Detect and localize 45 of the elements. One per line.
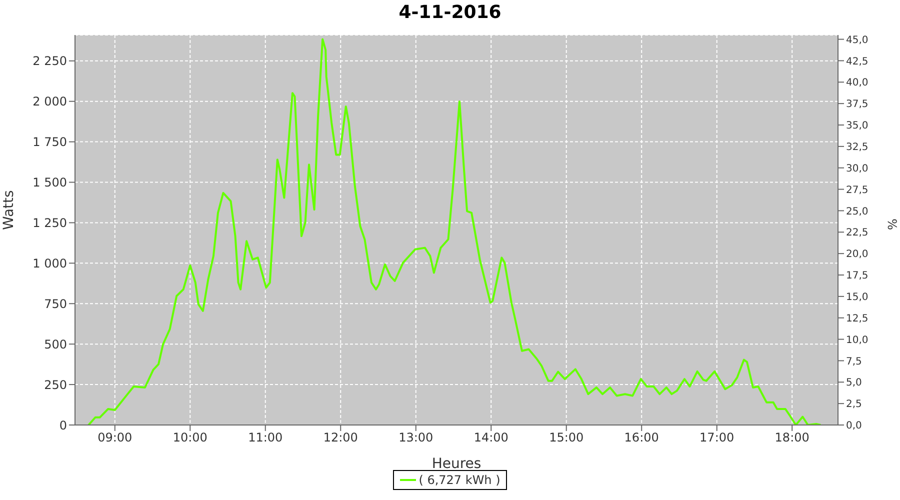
x-tick-label: 09:00 <box>98 430 132 445</box>
y-tick-label: 1 750 <box>32 135 67 150</box>
y2-tick-label: 25,0 <box>846 206 868 218</box>
line-series <box>88 38 822 425</box>
y-axis-title: Watts <box>0 190 17 230</box>
chart-title: 4-11-2016 <box>398 2 502 23</box>
y-tick-label: 1 250 <box>32 216 67 230</box>
y2-tick-label: 37,5 <box>846 99 868 110</box>
y2-tick-label: 10,0 <box>846 334 868 346</box>
y2-tick-label: 40,0 <box>846 78 868 89</box>
y2-tick-label: 12,5 <box>846 313 868 324</box>
y-tick-label: 1 500 <box>32 176 67 190</box>
y2-tick-label: 0,0 <box>846 420 862 432</box>
y2-tick-label: 35,0 <box>846 120 868 132</box>
y-tick-label: 2 000 <box>32 94 67 109</box>
y-tick-label: 0 <box>59 418 67 432</box>
y2-tick-label: 2,5 <box>846 399 862 410</box>
y2-tick-label: 32,5 <box>846 142 868 153</box>
x-tick-label: 13:00 <box>398 430 434 445</box>
x-tick-label: 18:00 <box>774 430 810 445</box>
y2-axis-title: % <box>884 218 899 230</box>
y2-tick-label: 20,0 <box>846 249 868 260</box>
x-tick-label: 15:00 <box>549 430 584 445</box>
legend-label: ( 6,727 kWh ) <box>418 473 500 487</box>
y2-tick-label: 30,0 <box>846 163 868 174</box>
x-tick-label: 11:00 <box>248 430 283 445</box>
x-tick-label: 12:00 <box>323 430 358 445</box>
y2-tick-label: 22,5 <box>846 228 868 239</box>
x-tick-label: 17:00 <box>700 430 734 445</box>
y-tick-label: 750 <box>44 296 67 311</box>
x-tick-label: 14:00 <box>474 430 508 445</box>
x-tick-label: 16:00 <box>624 430 659 445</box>
y-tick-label: 250 <box>44 378 67 392</box>
y2-tick-label: 7,5 <box>846 356 862 368</box>
y2-tick-label: 15,0 <box>846 292 868 303</box>
y2-tick-label: 5,0 <box>846 378 862 389</box>
y2-tick-label: 45,0 <box>846 34 868 46</box>
x-tick-label: 10:00 <box>172 430 208 445</box>
y2-tick-label: 17,5 <box>846 270 868 282</box>
y-tick-label: 2 250 <box>32 54 67 68</box>
y2-tick-label: 27,5 <box>846 184 868 196</box>
y-tick-label: 1 000 <box>32 256 67 270</box>
y2-tick-label: 42,5 <box>846 56 868 68</box>
y-tick-label: 500 <box>44 337 67 352</box>
x-axis-title: Heures <box>432 456 482 472</box>
